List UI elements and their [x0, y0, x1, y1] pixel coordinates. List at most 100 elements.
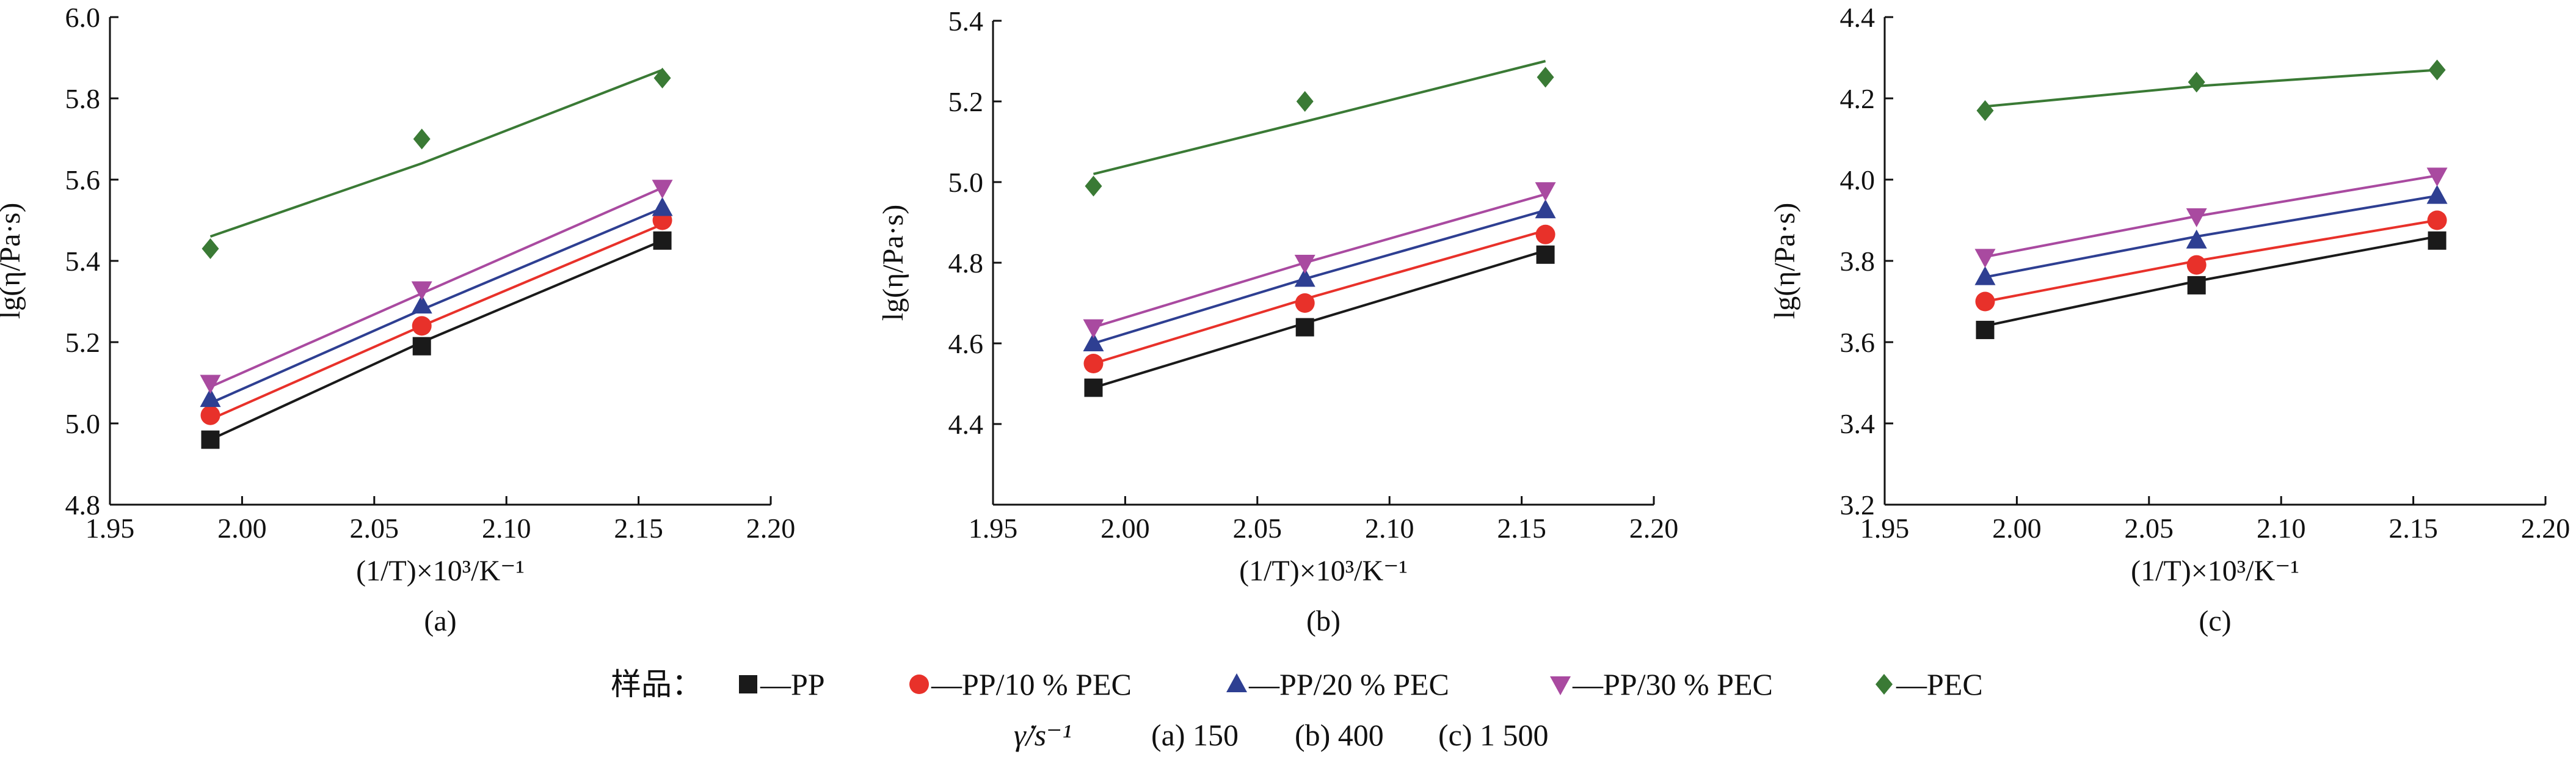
series-pp-10-pec — [200, 210, 672, 425]
data-point — [200, 405, 220, 425]
fit-line — [1093, 249, 1546, 389]
x-tick-label: 2.05 — [1233, 513, 1283, 544]
y-axis-title: lg(η/Pa·s) — [877, 205, 909, 321]
legend-item: —PP — [739, 667, 825, 701]
y-tick-label: 5.2 — [948, 86, 984, 117]
fit-line — [209, 223, 663, 421]
y-tick-label: 3.8 — [1840, 246, 1876, 277]
fit-line — [209, 186, 663, 388]
data-point — [1535, 199, 1556, 219]
y-tick-label: 3.2 — [1840, 489, 1876, 521]
data-point — [1535, 224, 1555, 244]
fit-line — [1985, 235, 2437, 327]
series-pp-20-pec — [1974, 185, 2448, 285]
x-axis-title: (1/T)×10³/K⁻¹ — [2131, 555, 2299, 587]
legend-item: —PP/30 % PEC — [1550, 667, 1773, 701]
x-tick-label: 2.20 — [2521, 513, 2571, 544]
series-pp-10-pec — [1083, 224, 1555, 373]
data-point — [1084, 378, 1103, 397]
x-tick-label: 1.95 — [969, 513, 1018, 544]
y-tick-label: 5.6 — [65, 164, 101, 196]
panel-label: (a) — [424, 605, 456, 637]
series-pec — [1085, 60, 1554, 197]
data-point — [1974, 266, 1996, 285]
data-point — [2426, 167, 2448, 187]
legend: 样品： —PP —PP/10 % PEC —PP/20 % PEC —PP/30 % … — [611, 667, 1983, 701]
shear-rate-c: (c) 1 500 — [1438, 718, 1549, 752]
data-point — [2428, 59, 2446, 81]
data-point — [411, 281, 432, 301]
data-point — [1975, 291, 1995, 312]
data-point — [1083, 332, 1104, 351]
data-point — [652, 197, 673, 216]
y-tick-label: 4.6 — [948, 328, 984, 359]
y-tick-label: 5.0 — [948, 167, 984, 198]
x-tick-label: 2.15 — [1497, 513, 1546, 544]
fit-line — [1985, 68, 2437, 108]
y-tick-label: 4.4 — [1840, 2, 1876, 33]
x-tick-label: 2.05 — [350, 513, 399, 544]
data-point — [653, 231, 672, 250]
legend-item: —PP/10 % PEC — [909, 667, 1132, 701]
legend-marker — [739, 675, 757, 693]
data-point — [1295, 293, 1315, 313]
x-tick-label: 1.95 — [86, 513, 135, 544]
x-axis-title: (1/T)×10³/K⁻¹ — [356, 555, 525, 587]
series-pp-30-pec — [1083, 182, 1556, 338]
y-tick-label: 5.0 — [65, 408, 101, 439]
legend-marker — [909, 675, 929, 694]
data-point — [1295, 318, 1314, 337]
data-point — [411, 294, 432, 314]
y-axis-title: lg(η/Pa·s) — [1769, 203, 1801, 319]
x-tick-label: 2.20 — [746, 513, 796, 544]
legend-label: —PEC — [1896, 667, 1983, 701]
y-tick-label: 4.8 — [65, 489, 101, 521]
y-axis-title: lg(η/Pa·s) — [0, 203, 26, 319]
y-tick-label: 3.4 — [1840, 408, 1876, 439]
panel-label: (c) — [2199, 605, 2231, 637]
y-tick-label: 6.0 — [65, 2, 101, 33]
legend-prefix: 样品： — [611, 667, 702, 701]
series-pp — [1084, 245, 1555, 397]
data-point — [1085, 175, 1102, 197]
data-point — [413, 128, 431, 150]
data-point — [1976, 321, 1995, 340]
shear-rate-b: (b) 400 — [1295, 718, 1384, 752]
y-tick-label: 4.4 — [948, 409, 984, 440]
chart-panel-2: 1.95 2.00 2.05 2.10 2.15 2.20 4.4 4.6 4.8 5.0 5.2 5… — [877, 5, 1678, 637]
legend-label: —PP/30 % PEC — [1572, 667, 1773, 701]
x-tick-label: 1.95 — [1860, 513, 1910, 544]
data-point — [202, 238, 219, 260]
shear-rate-note: γ̇/s⁻¹ (a) 150 (b) 400 (c) 1 500 — [1014, 718, 1549, 752]
data-point — [2186, 229, 2207, 249]
x-tick-label: 2.10 — [2257, 513, 2306, 544]
series-pp-30-pec — [1974, 167, 2448, 268]
data-point — [2188, 71, 2205, 93]
y-tick-label: 5.4 — [65, 246, 101, 277]
fit-line — [1093, 192, 1546, 329]
legend-marker — [1226, 673, 1247, 692]
fit-line — [1985, 219, 2437, 303]
data-point — [1537, 67, 1554, 88]
fit-line — [1093, 60, 1546, 175]
data-point — [2426, 185, 2448, 204]
data-point — [1296, 91, 1314, 112]
y-tick-label: 4.2 — [1840, 83, 1876, 114]
data-point — [1294, 268, 1315, 287]
data-point — [1535, 182, 1556, 202]
data-point — [652, 180, 673, 199]
legend-label: —PP/10 % PEC — [931, 667, 1132, 701]
series-pec — [202, 67, 671, 260]
y-tick-label: 5.2 — [65, 327, 101, 358]
legend-items: —PP —PP/10 % PEC —PP/20 % PEC —PP/30 % PEC —… — [739, 667, 1983, 701]
legend-item: —PP/20 % PEC — [1226, 667, 1449, 701]
fit-line — [209, 239, 663, 441]
shear-rate-symbol: γ̇/s⁻¹ — [1014, 718, 1071, 752]
data-point — [200, 375, 221, 394]
legend-item: —PEC — [1876, 667, 1983, 701]
chart-panels: 1.95 2.00 2.05 2.10 2.15 2.20 4.8 5.0 5.2 5.4 5.6 5… — [0, 2, 2570, 637]
fit-line — [209, 207, 663, 404]
data-point — [653, 67, 671, 89]
data-point — [1083, 319, 1104, 338]
